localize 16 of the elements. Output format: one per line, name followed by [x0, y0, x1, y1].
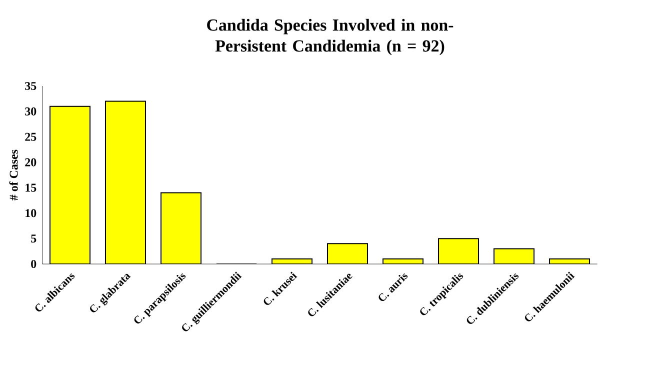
- y-tick-label: 35: [25, 82, 36, 90]
- bar: [438, 238, 480, 264]
- y-tick-label: 30: [25, 107, 36, 116]
- y-tick-label: 0: [31, 260, 36, 268]
- y-tick-label: 20: [25, 158, 36, 166]
- y-axis-title: # of Cases: [9, 150, 18, 200]
- bar: [50, 106, 90, 264]
- y-tick-label: 15: [26, 184, 36, 192]
- bar: [105, 100, 146, 264]
- bar: [160, 192, 202, 264]
- y-tick-label: 25: [25, 132, 36, 141]
- chart-title: Candida Species Involved in non-Persistent Candidemia (n = 92): [207, 18, 454, 56]
- bar: [327, 243, 368, 264]
- y-tick-label: 5: [31, 234, 36, 243]
- y-tick-label: 10: [26, 209, 36, 218]
- bar: [494, 248, 535, 264]
